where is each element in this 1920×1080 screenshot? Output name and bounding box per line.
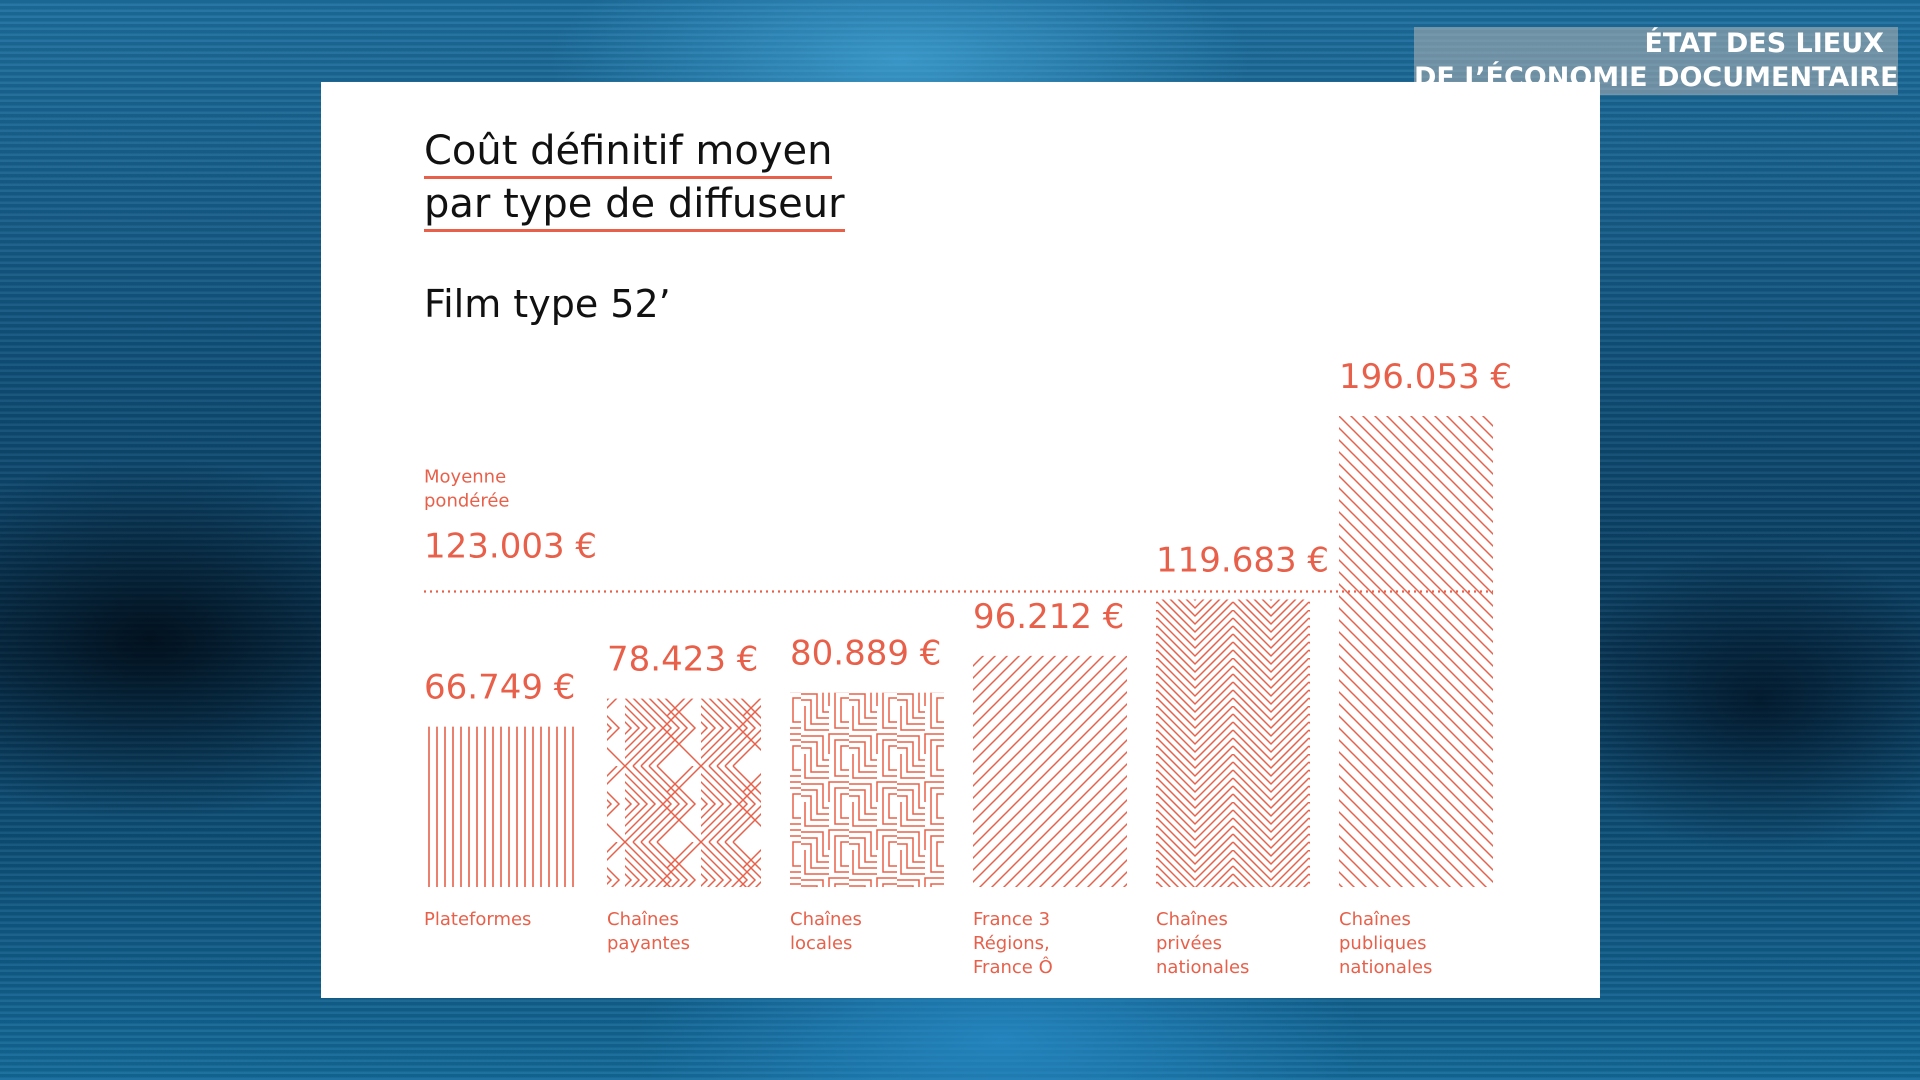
bars-group: 66.749 € Plateformes 78.423 € Chaînes payant… xyxy=(424,357,1512,978)
reference-label-line-2: pondérée xyxy=(424,490,510,511)
chart-title-line-2: par type de diffuseur xyxy=(424,179,845,232)
chart-title: Coût définitif moyen par type de diffuse… xyxy=(424,126,845,232)
bar-1 xyxy=(424,726,578,887)
bar-value-label-6: 196.053 € xyxy=(1339,357,1512,397)
bar-6 xyxy=(1339,416,1493,887)
category-label-4-line-2: Régions, xyxy=(973,933,1050,954)
bar-chart: Moyenne pondérée 123.003 € 66.749 € Platefo… xyxy=(424,357,1512,978)
bar-2 xyxy=(607,698,761,887)
bar-3 xyxy=(790,692,944,887)
bar-value-label-3: 80.889 € xyxy=(790,634,941,674)
header-line-1: ÉTAT DES LIEUX xyxy=(1644,28,1884,59)
bar-value-label-5: 119.683 € xyxy=(1156,540,1329,580)
category-label-1-line-1: Plateformes xyxy=(424,909,531,930)
category-label-4-line-3: France Ô xyxy=(973,956,1053,978)
chart-subtitle: Film type 52’ xyxy=(424,282,671,326)
bar-value-label-2: 78.423 € xyxy=(607,640,758,680)
category-label-6-line-3: nationales xyxy=(1339,957,1432,978)
reference-label-line-1: Moyenne xyxy=(424,466,506,487)
category-label-6-line-1: Chaînes xyxy=(1339,909,1411,930)
reference-line-group: Moyenne pondérée 123.003 € xyxy=(424,466,1493,593)
bar-5 xyxy=(1156,599,1310,887)
chart-title-line-1: Coût définitif moyen xyxy=(424,126,833,179)
category-label-3-line-2: locales xyxy=(790,933,852,954)
bar-value-label-4: 96.212 € xyxy=(973,597,1124,637)
reference-value-label: 123.003 € xyxy=(424,526,597,566)
category-label-3-line-1: Chaînes xyxy=(790,909,862,930)
bar-value-label-1: 66.749 € xyxy=(424,668,575,708)
category-label-5-line-2: privées xyxy=(1156,933,1222,954)
category-label-6-line-2: publiques xyxy=(1339,933,1427,954)
chart-card: Coût définitif moyen par type de diffuse… xyxy=(321,82,1600,998)
category-label-2-line-1: Chaînes xyxy=(607,909,679,930)
category-label-5-line-1: Chaînes xyxy=(1156,909,1228,930)
category-label-4-line-1: France 3 xyxy=(973,909,1050,930)
category-label-5-line-3: nationales xyxy=(1156,957,1249,978)
category-label-2-line-2: payantes xyxy=(607,933,690,954)
bar-4 xyxy=(973,655,1127,887)
